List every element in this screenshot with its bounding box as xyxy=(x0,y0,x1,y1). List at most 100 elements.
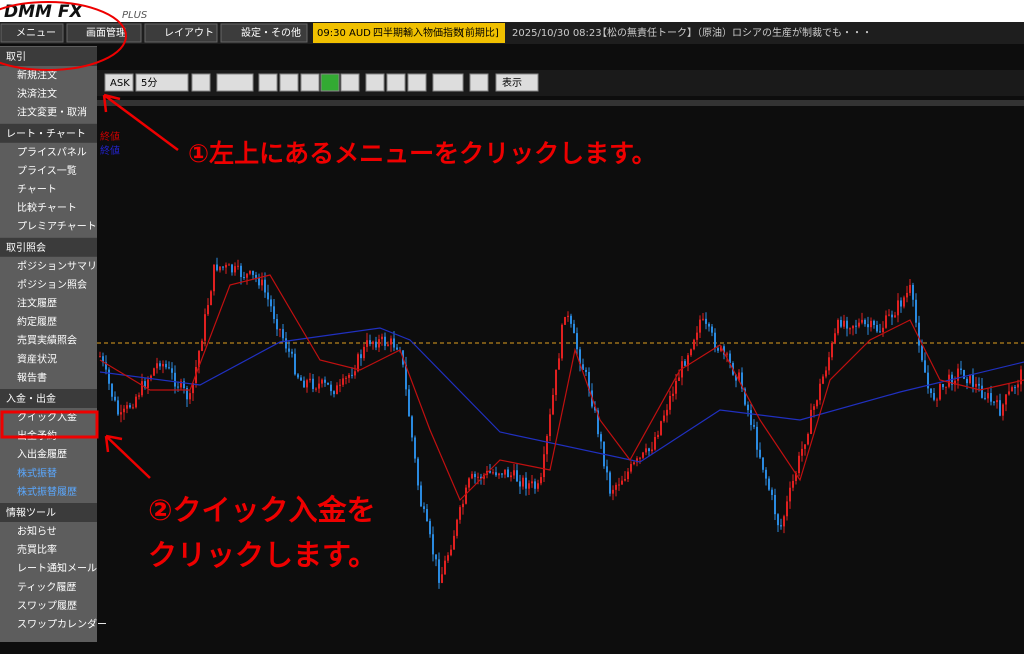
menu-item[interactable]: 株式振替 xyxy=(17,466,57,479)
menu-item[interactable]: お知らせ xyxy=(17,525,57,538)
candle-body xyxy=(807,433,809,445)
menu-item[interactable]: 資産状況 xyxy=(17,352,57,365)
candle-body xyxy=(453,535,455,550)
candle-body xyxy=(372,341,374,345)
candle-body xyxy=(213,264,215,292)
menu-item[interactable]: 新規注文 xyxy=(17,69,57,82)
display-label[interactable]: 表示 xyxy=(502,76,522,89)
menu-item[interactable]: 決済注文 xyxy=(17,87,57,100)
candle-body xyxy=(159,363,161,367)
candle-body xyxy=(903,297,905,307)
menu-item[interactable]: 売買実績照会 xyxy=(17,334,77,347)
candle-body xyxy=(840,320,842,327)
candle-body xyxy=(420,485,422,507)
candle-body xyxy=(294,353,296,375)
news-text[interactable]: 【松の無責任トーク】（原油）ロシアの生産が制裁でも・・・ xyxy=(597,26,872,39)
menu-item[interactable]: 売買比率 xyxy=(17,543,57,556)
menu-button[interactable] xyxy=(220,23,308,43)
candle-body xyxy=(516,470,518,482)
tool-button[interactable] xyxy=(365,73,385,92)
candle-body xyxy=(183,381,185,389)
candle-body xyxy=(687,355,689,366)
menu-item[interactable]: プライス一覧 xyxy=(17,165,77,177)
side-label[interactable]: ASK xyxy=(110,78,130,89)
candle-body xyxy=(819,383,821,401)
tool-button[interactable] xyxy=(432,73,464,92)
candle-body xyxy=(846,320,848,329)
candle-body xyxy=(504,469,506,475)
candle-body xyxy=(462,503,464,508)
candle-body xyxy=(915,299,917,323)
candle-body xyxy=(198,350,200,367)
menu-item[interactable]: 報告書 xyxy=(17,371,47,384)
tool-button[interactable] xyxy=(258,73,278,92)
candle-body xyxy=(708,323,710,327)
highlight-ellipse xyxy=(0,1,127,71)
tool-button[interactable] xyxy=(191,73,211,92)
tool-button[interactable] xyxy=(320,73,340,92)
candle-body xyxy=(267,292,269,300)
candle-body xyxy=(342,378,344,385)
candle-body xyxy=(627,471,629,480)
side-select[interactable] xyxy=(104,73,134,92)
candle-body xyxy=(141,381,143,396)
menu-button[interactable] xyxy=(144,23,218,43)
candle-body xyxy=(690,349,692,356)
candle-body xyxy=(351,374,353,376)
candle-body xyxy=(165,363,167,368)
candle-body xyxy=(1017,384,1019,388)
menu-item[interactable]: クイック入金 xyxy=(17,411,77,424)
candle-body xyxy=(780,525,782,527)
candle-body xyxy=(150,375,152,380)
candle-body xyxy=(786,501,788,517)
menu-item[interactable]: ポジション照会 xyxy=(17,278,87,291)
candle-body xyxy=(882,327,884,333)
menu-item[interactable]: レート通知メール xyxy=(17,562,97,575)
candle-body xyxy=(429,521,431,535)
menu-item[interactable]: 注文変更・取消 xyxy=(17,106,87,119)
candle-body xyxy=(138,395,140,397)
tool-button[interactable] xyxy=(279,73,299,92)
candle-body xyxy=(750,410,752,425)
candle-body xyxy=(156,363,158,369)
ticker[interactable] xyxy=(313,23,505,43)
menu-item[interactable]: スワップ履歴 xyxy=(17,600,77,612)
tool-button[interactable] xyxy=(340,73,360,92)
menu-label[interactable]: 画面管理 xyxy=(86,26,126,39)
menu-button[interactable] xyxy=(66,23,142,43)
candle-body xyxy=(747,404,749,411)
menu-item[interactable]: ポジションサマリ xyxy=(17,260,97,272)
tool-button[interactable] xyxy=(386,73,406,92)
menu-label[interactable]: メニュー xyxy=(16,28,56,39)
candle-body xyxy=(918,322,920,346)
menu-item[interactable]: 約定履歴 xyxy=(17,315,57,328)
tool-button[interactable] xyxy=(407,73,427,92)
menu-item[interactable]: ティック履歴 xyxy=(17,581,76,593)
candle-body xyxy=(435,554,437,560)
menu-button[interactable] xyxy=(0,23,64,43)
menu-item[interactable]: 比較チャート xyxy=(17,201,77,214)
interval-select[interactable] xyxy=(135,73,189,92)
menu-item[interactable]: 注文履歴 xyxy=(17,297,57,310)
menu-item[interactable]: プライスパネル xyxy=(17,146,87,158)
candle-body xyxy=(264,279,266,293)
interval-label[interactable]: 5分 xyxy=(141,77,157,89)
menu-item[interactable]: チャート xyxy=(17,184,57,196)
candle-body xyxy=(651,449,653,452)
menu-item[interactable]: プレミアチャート xyxy=(17,221,97,233)
candle-body xyxy=(378,339,380,348)
candle-body xyxy=(672,393,674,396)
candle-body xyxy=(240,265,242,278)
menu-item[interactable]: 株式振替履歴 xyxy=(17,485,77,498)
menu-label[interactable]: レイアウト xyxy=(164,27,214,39)
candle-body xyxy=(954,380,956,385)
candle-body xyxy=(723,346,725,355)
tool-button[interactable] xyxy=(469,73,489,92)
display-button[interactable] xyxy=(495,73,539,92)
menu-item[interactable]: 入出金履歴 xyxy=(17,448,67,461)
tool-button[interactable] xyxy=(216,73,254,92)
candle-body xyxy=(498,473,500,476)
menu-label[interactable]: 設定・その他 xyxy=(241,26,301,39)
menu-item[interactable]: スワップカレンダー xyxy=(17,618,107,631)
tool-button[interactable] xyxy=(300,73,320,92)
